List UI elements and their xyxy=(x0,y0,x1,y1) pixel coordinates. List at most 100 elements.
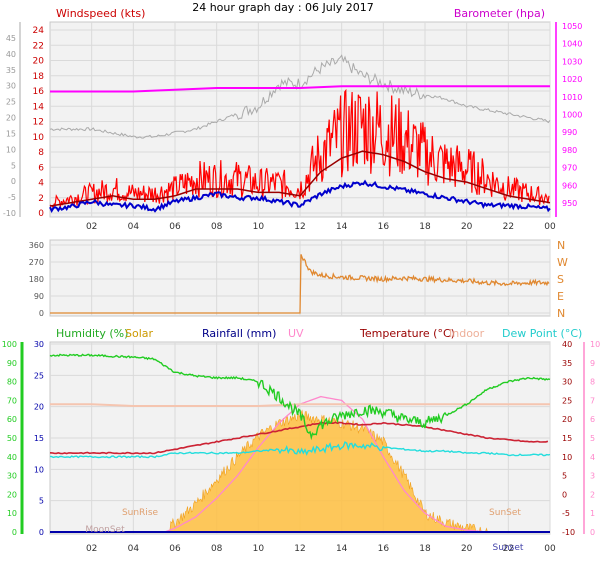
x-tick-top-08: 08 xyxy=(211,222,223,232)
y-wind-tick-14: 14 xyxy=(33,102,45,112)
x-tick-bottom-20: 20 xyxy=(461,544,473,554)
legend-indoor: Indoor xyxy=(449,327,485,340)
x-tick-top-16: 16 xyxy=(378,222,390,232)
y-uv-tick-10: 10 xyxy=(590,340,600,349)
legend-dewpoint: Dew Point (°C) xyxy=(502,327,582,340)
x-tick-bottom-08: 08 xyxy=(211,544,223,554)
x-tick-top-02: 02 xyxy=(86,222,97,232)
baro-line xyxy=(50,85,550,93)
y-wind-tick-18: 18 xyxy=(33,72,45,82)
y-temp-tick-5: 5 xyxy=(562,472,567,481)
y-hum-tick-0: 0 xyxy=(12,528,17,537)
y-hum-tick-30: 30 xyxy=(7,472,17,481)
x-tick-top-14: 14 xyxy=(336,222,348,232)
wind-axis-label: Windspeed (kts) xyxy=(56,7,145,20)
y-wind-tick-8: 8 xyxy=(38,148,44,158)
x-tick-top-20: 20 xyxy=(461,222,473,232)
y-uv-tick-4: 4 xyxy=(590,453,595,462)
y-rain-tick-15: 15 xyxy=(34,434,44,443)
y-hum-tick-70: 70 xyxy=(7,396,17,405)
y-dir-tick-270: 270 xyxy=(29,258,44,267)
x-tick-bottom-04: 04 xyxy=(128,544,140,554)
x-tick-bottom-18: 18 xyxy=(419,544,431,554)
y-outer-tick-10: 10 xyxy=(6,145,16,154)
y-wind-tick-0: 0 xyxy=(38,209,44,219)
y-dir-tick-90: 90 xyxy=(34,292,44,301)
y-temp-tick-40: 40 xyxy=(562,340,572,349)
y-wind-tick-12: 12 xyxy=(33,118,44,128)
y-temp-tick-10: 10 xyxy=(562,453,572,462)
legend-uv: UV xyxy=(288,327,304,340)
x-tick-bottom-14: 14 xyxy=(336,544,348,554)
y-dir-compass-1: W xyxy=(557,256,568,269)
y-baro-tick-990: 990 xyxy=(562,128,577,137)
wind-direction-line xyxy=(50,254,550,314)
y-temp-tick-0: 0 xyxy=(562,490,567,499)
y-hum-tick-80: 80 xyxy=(7,378,17,387)
chart-title: 24 hour graph day : 06 July 2017 xyxy=(192,1,374,14)
y-uv-tick-1: 1 xyxy=(590,509,595,518)
y-temp-tick-20: 20 xyxy=(562,415,572,424)
y-outer-tick-25: 25 xyxy=(6,98,16,107)
legend-rainfall: Rainfall (mm) xyxy=(202,327,276,340)
baro-axis-label: Barometer (hpa) xyxy=(454,7,545,20)
y-outer-tick-35: 35 xyxy=(6,66,16,75)
y-baro-tick-970: 970 xyxy=(562,164,577,173)
y-outer-tick-40: 40 xyxy=(6,50,16,59)
y-baro-tick-1000: 1000 xyxy=(562,111,582,120)
y-hum-tick-60: 60 xyxy=(7,415,17,424)
temperature-line xyxy=(49,421,549,455)
x-tick-bottom-06: 06 xyxy=(169,544,181,554)
y-rain-tick-20: 20 xyxy=(34,403,44,412)
wind-envelope-line xyxy=(49,150,551,207)
y-wind-tick-20: 20 xyxy=(33,57,45,67)
y-rain-tick-30: 30 xyxy=(34,340,44,349)
y-hum-tick-90: 90 xyxy=(7,359,17,368)
annotation-sunset-bottom: Sunset xyxy=(493,543,524,553)
y-dir-tick-0: 0 xyxy=(39,309,44,318)
y-baro-tick-1030: 1030 xyxy=(562,57,582,66)
y-outer-tick-20: 20 xyxy=(6,114,16,123)
x-tick-top-00: 00 xyxy=(544,222,556,232)
y-uv-tick-7: 7 xyxy=(590,396,595,405)
wind-average-line xyxy=(49,179,551,214)
y-hum-tick-10: 10 xyxy=(7,509,17,518)
y-wind-tick-22: 22 xyxy=(33,41,44,51)
y-outer-tick-0: 0 xyxy=(11,177,16,186)
y-dir-compass-0: N xyxy=(557,239,565,252)
y-wind-tick-4: 4 xyxy=(38,179,44,189)
y-temp-tick-30: 30 xyxy=(562,378,572,387)
y-outer-tick-45: 45 xyxy=(6,34,16,43)
y-temp-tick--10: -10 xyxy=(562,528,575,537)
y-outer-tick--10: -10 xyxy=(3,209,16,218)
humidity-line xyxy=(49,353,551,441)
x-tick-top-18: 18 xyxy=(419,222,431,232)
y-uv-tick-0: 0 xyxy=(590,528,595,537)
y-wind-tick-2: 2 xyxy=(38,194,44,204)
y-uv-tick-8: 8 xyxy=(590,378,595,387)
y-uv-tick-9: 9 xyxy=(590,359,595,368)
y-baro-tick-1010: 1010 xyxy=(562,93,582,102)
x-tick-top-04: 04 xyxy=(128,222,140,232)
legend-temperature: Temperature (°C) xyxy=(359,327,455,340)
y-outer-tick-30: 30 xyxy=(6,82,16,91)
x-tick-bottom-22: 22 xyxy=(503,544,514,554)
y-baro-tick-980: 980 xyxy=(562,146,577,155)
y-dir-compass-4: N xyxy=(557,307,565,320)
annotation-sunset: SunSet xyxy=(489,508,521,518)
y-uv-tick-3: 3 xyxy=(590,472,595,481)
y-outer-tick--5: -5 xyxy=(8,193,16,202)
y-baro-tick-1040: 1040 xyxy=(562,40,582,49)
y-baro-tick-950: 950 xyxy=(562,199,577,208)
y-hum-tick-40: 40 xyxy=(7,453,17,462)
axis-ticks xyxy=(19,22,585,534)
y-dir-compass-3: E xyxy=(557,290,564,303)
label-layer: 0202040406060808101012121414161618182020… xyxy=(2,22,600,554)
x-tick-top-10: 10 xyxy=(253,222,265,232)
x-tick-top-06: 06 xyxy=(169,222,181,232)
y-dir-compass-2: S xyxy=(557,273,564,286)
dewpoint-line xyxy=(49,441,551,459)
y-outer-tick-15: 15 xyxy=(6,129,16,138)
y-uv-tick-6: 6 xyxy=(590,415,595,424)
